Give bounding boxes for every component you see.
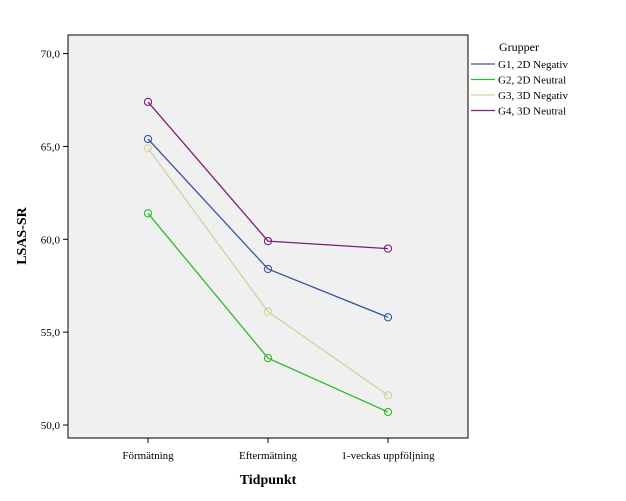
legend: Grupper G1, 2D Negativ G2, 2D Neutral G3, … (471, 40, 568, 118)
series-3-point (263, 307, 273, 316)
series-line-1 (147, 138, 389, 318)
legend-label: G2, 2D Neutral (498, 75, 566, 87)
legend-label: G3, 3D Negativ (498, 90, 568, 102)
series-3-point (383, 391, 393, 400)
legend-label: G4, 3D Neutral (498, 106, 566, 118)
series-1-point (263, 264, 273, 274)
series-line-2 (147, 212, 389, 413)
y-axis: 50,0 55,0 60,0 65,0 70,0 (41, 49, 68, 432)
series-3-point (143, 144, 153, 153)
legend-label: G1, 2D Negativ (498, 59, 568, 71)
x-tick-label: Förmätning (122, 450, 174, 462)
series-1-point (143, 134, 153, 144)
x-axis-title: Tidpunkt (240, 473, 297, 488)
series-1-point (383, 313, 393, 322)
series-2-point (263, 353, 273, 363)
series-4-point (143, 97, 153, 107)
series-4-point (383, 244, 393, 253)
x-tick-label: 1-veckas uppföljning (341, 450, 435, 462)
x-tick-label: Eftermätning (239, 450, 298, 462)
y-axis-title: LSAS-SR (15, 206, 30, 264)
series-4-point (263, 236, 273, 246)
x-axis: Förmätning Eftermätning 1-veckas uppföljni… (122, 438, 435, 462)
series-line-3 (147, 147, 389, 396)
series-2-point (383, 407, 393, 417)
series-line-4 (147, 101, 389, 250)
legend-title: Grupper (499, 40, 539, 54)
series-layer (143, 97, 393, 417)
y-tick-label: 60,0 (41, 234, 61, 246)
y-tick-label: 55,0 (41, 327, 61, 339)
plot-area (67, 34, 469, 439)
y-tick-label: 65,0 (41, 141, 61, 153)
y-tick-label: 50,0 (41, 420, 61, 432)
y-tick-label: 70,0 (41, 49, 61, 61)
series-2-point (143, 209, 153, 218)
